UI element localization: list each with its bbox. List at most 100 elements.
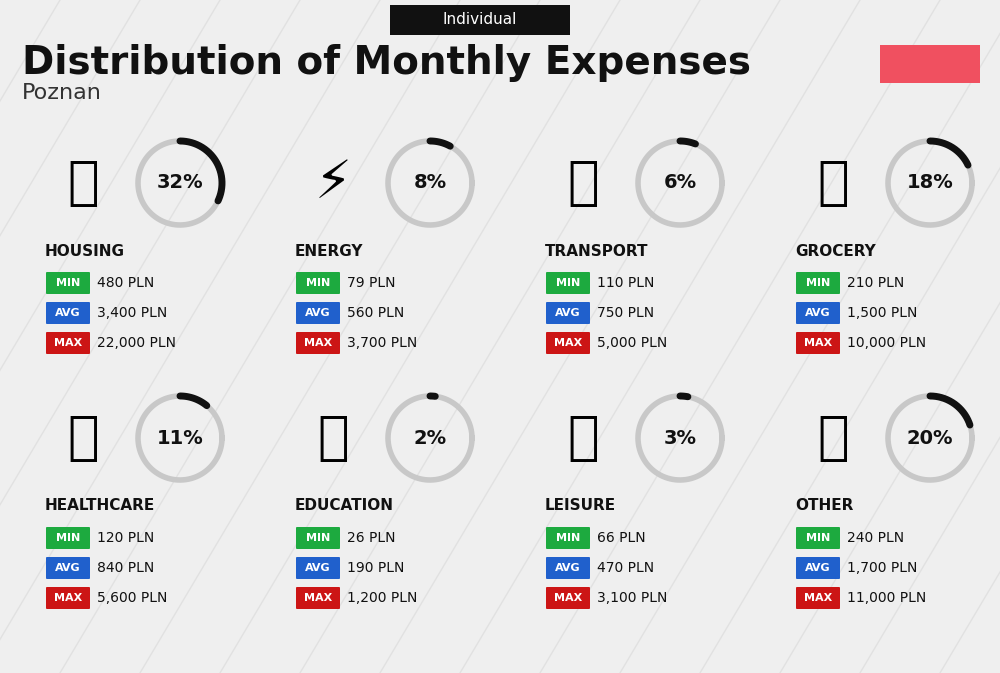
Text: HEALTHCARE: HEALTHCARE <box>45 499 155 513</box>
Text: Poznan: Poznan <box>22 83 102 103</box>
Text: AVG: AVG <box>805 563 831 573</box>
Text: GROCERY: GROCERY <box>795 244 876 258</box>
FancyBboxPatch shape <box>796 557 840 579</box>
Text: ⚡: ⚡ <box>314 157 352 209</box>
FancyBboxPatch shape <box>796 302 840 324</box>
Text: 32%: 32% <box>157 174 203 192</box>
Text: EDUCATION: EDUCATION <box>295 499 394 513</box>
Text: AVG: AVG <box>805 308 831 318</box>
FancyBboxPatch shape <box>296 557 340 579</box>
Text: MAX: MAX <box>54 338 82 348</box>
Text: 840 PLN: 840 PLN <box>97 561 154 575</box>
Text: MIN: MIN <box>56 278 80 288</box>
Text: AVG: AVG <box>305 563 331 573</box>
Text: 1,500 PLN: 1,500 PLN <box>847 306 917 320</box>
Text: MAX: MAX <box>804 593 832 603</box>
Text: 560 PLN: 560 PLN <box>347 306 404 320</box>
FancyBboxPatch shape <box>546 587 590 609</box>
Text: MIN: MIN <box>556 533 580 543</box>
Text: MIN: MIN <box>556 278 580 288</box>
FancyBboxPatch shape <box>796 332 840 354</box>
Text: 3,100 PLN: 3,100 PLN <box>597 591 667 605</box>
Text: 66 PLN: 66 PLN <box>597 531 646 545</box>
Text: Distribution of Monthly Expenses: Distribution of Monthly Expenses <box>22 44 751 82</box>
Text: 2%: 2% <box>413 429 447 448</box>
Text: 🚌: 🚌 <box>567 157 599 209</box>
Text: Individual: Individual <box>443 13 517 28</box>
FancyBboxPatch shape <box>546 332 590 354</box>
Text: OTHER: OTHER <box>795 499 853 513</box>
FancyBboxPatch shape <box>296 302 340 324</box>
Text: 🏢: 🏢 <box>67 157 99 209</box>
Text: 1,700 PLN: 1,700 PLN <box>847 561 917 575</box>
Text: TRANSPORT: TRANSPORT <box>545 244 648 258</box>
Text: 8%: 8% <box>413 174 447 192</box>
Text: AVG: AVG <box>305 308 331 318</box>
Text: MAX: MAX <box>304 338 332 348</box>
Text: 18%: 18% <box>907 174 953 192</box>
Text: 470 PLN: 470 PLN <box>597 561 654 575</box>
FancyBboxPatch shape <box>546 557 590 579</box>
Text: 480 PLN: 480 PLN <box>97 276 154 290</box>
FancyBboxPatch shape <box>390 5 570 35</box>
Text: 6%: 6% <box>663 174 697 192</box>
Text: MIN: MIN <box>306 278 330 288</box>
Text: MIN: MIN <box>56 533 80 543</box>
Text: MIN: MIN <box>306 533 330 543</box>
FancyBboxPatch shape <box>296 587 340 609</box>
Text: MIN: MIN <box>806 278 830 288</box>
FancyBboxPatch shape <box>296 527 340 549</box>
FancyBboxPatch shape <box>46 272 90 294</box>
Text: AVG: AVG <box>55 563 81 573</box>
Text: MAX: MAX <box>554 593 582 603</box>
Text: 11,000 PLN: 11,000 PLN <box>847 591 926 605</box>
Text: MAX: MAX <box>804 338 832 348</box>
Text: AVG: AVG <box>55 308 81 318</box>
Text: 210 PLN: 210 PLN <box>847 276 904 290</box>
Text: MAX: MAX <box>54 593 82 603</box>
Text: 1,200 PLN: 1,200 PLN <box>347 591 417 605</box>
FancyBboxPatch shape <box>296 272 340 294</box>
FancyBboxPatch shape <box>546 272 590 294</box>
Text: 190 PLN: 190 PLN <box>347 561 404 575</box>
Text: 240 PLN: 240 PLN <box>847 531 904 545</box>
FancyBboxPatch shape <box>546 527 590 549</box>
Text: 🫀: 🫀 <box>67 412 99 464</box>
FancyBboxPatch shape <box>546 302 590 324</box>
Text: 11%: 11% <box>157 429 203 448</box>
Text: LEISURE: LEISURE <box>545 499 616 513</box>
Text: AVG: AVG <box>555 563 581 573</box>
Text: 3%: 3% <box>664 429 696 448</box>
Text: 🛍: 🛍 <box>567 412 599 464</box>
Text: 79 PLN: 79 PLN <box>347 276 396 290</box>
FancyBboxPatch shape <box>880 45 980 83</box>
Text: 26 PLN: 26 PLN <box>347 531 396 545</box>
Text: MAX: MAX <box>554 338 582 348</box>
FancyBboxPatch shape <box>796 587 840 609</box>
Text: AVG: AVG <box>555 308 581 318</box>
Text: 20%: 20% <box>907 429 953 448</box>
Text: 110 PLN: 110 PLN <box>597 276 654 290</box>
Text: 10,000 PLN: 10,000 PLN <box>847 336 926 350</box>
Text: 750 PLN: 750 PLN <box>597 306 654 320</box>
Text: 5,600 PLN: 5,600 PLN <box>97 591 167 605</box>
Text: 22,000 PLN: 22,000 PLN <box>97 336 176 350</box>
Text: 🎓: 🎓 <box>317 412 349 464</box>
Text: ENERGY: ENERGY <box>295 244 364 258</box>
Text: 💰: 💰 <box>817 412 849 464</box>
FancyBboxPatch shape <box>46 302 90 324</box>
FancyBboxPatch shape <box>296 332 340 354</box>
FancyBboxPatch shape <box>46 332 90 354</box>
Text: MAX: MAX <box>304 593 332 603</box>
FancyBboxPatch shape <box>46 587 90 609</box>
FancyBboxPatch shape <box>46 557 90 579</box>
FancyBboxPatch shape <box>46 527 90 549</box>
FancyBboxPatch shape <box>796 527 840 549</box>
Text: MIN: MIN <box>806 533 830 543</box>
FancyBboxPatch shape <box>796 272 840 294</box>
Text: 120 PLN: 120 PLN <box>97 531 154 545</box>
Text: 5,000 PLN: 5,000 PLN <box>597 336 667 350</box>
Text: 3,700 PLN: 3,700 PLN <box>347 336 417 350</box>
Text: HOUSING: HOUSING <box>45 244 125 258</box>
Text: 🛒: 🛒 <box>817 157 849 209</box>
